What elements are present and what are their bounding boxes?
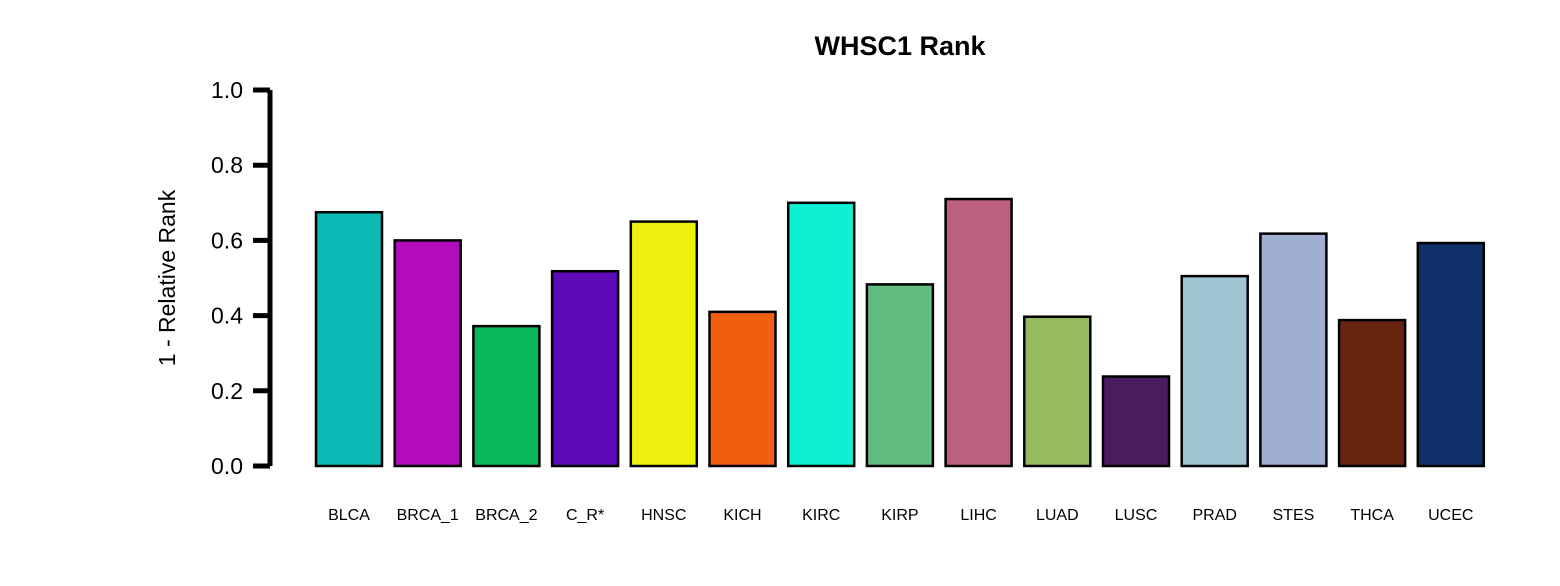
x-tick-label: KIRP <box>881 507 918 524</box>
y-tick-label: 0.6 <box>211 227 243 253</box>
bar-prad <box>1180 274 1249 468</box>
x-axis-tick-labels: BLCA BRCA_1 BRCA_2 C_R* HNSC KICH KIRC KIRP LIHC… <box>328 507 1473 524</box>
bar-ucec <box>1416 241 1486 468</box>
bar-luad <box>1023 315 1092 468</box>
bar-lihc <box>944 197 1013 468</box>
x-tick-label: LUSC <box>1115 507 1158 524</box>
y-tick-label: 0.2 <box>211 378 243 404</box>
bar-kich <box>708 310 777 468</box>
bar-lusc <box>1101 375 1171 468</box>
x-tick-label: LIHC <box>960 507 996 524</box>
y-tick-label: 0.8 <box>211 152 243 178</box>
bar-hnsc <box>629 220 699 468</box>
x-tick-label: LUAD <box>1036 507 1079 524</box>
x-tick-label: BRCA_1 <box>397 507 459 524</box>
x-tick-label: BLCA <box>328 507 370 524</box>
x-tick-label: PRAD <box>1192 507 1236 524</box>
x-tick-label: C_R* <box>566 507 604 524</box>
chart-title: WHSC1 Rank <box>814 31 986 61</box>
x-tick-label: KIRC <box>802 507 840 524</box>
y-axis-ticks: 0.0 0.2 0.4 0.6 0.8 1.0 <box>211 77 270 479</box>
x-tick-label: HNSC <box>641 507 686 524</box>
x-tick-label: BRCA_2 <box>475 507 537 524</box>
bar-kirc <box>786 201 856 468</box>
bar-kirp <box>865 283 935 468</box>
bars-group <box>314 197 1486 468</box>
y-tick-label: 0.4 <box>211 303 243 329</box>
y-tick-label: 0.0 <box>211 453 243 479</box>
bar-thca <box>1337 318 1407 468</box>
x-tick-label: KICH <box>723 507 761 524</box>
y-axis-label: 1 - Relative Rank <box>154 189 180 366</box>
bar-blca <box>314 210 384 468</box>
bar-brca-2 <box>472 324 541 468</box>
bar-c-r <box>550 269 620 468</box>
y-tick-label: 1.0 <box>211 77 243 103</box>
bar-brca-1 <box>393 239 462 468</box>
x-tick-label: THCA <box>1350 507 1394 524</box>
bar-stes <box>1259 232 1328 468</box>
x-tick-label: STES <box>1273 507 1315 524</box>
x-tick-label: UCEC <box>1428 507 1473 524</box>
